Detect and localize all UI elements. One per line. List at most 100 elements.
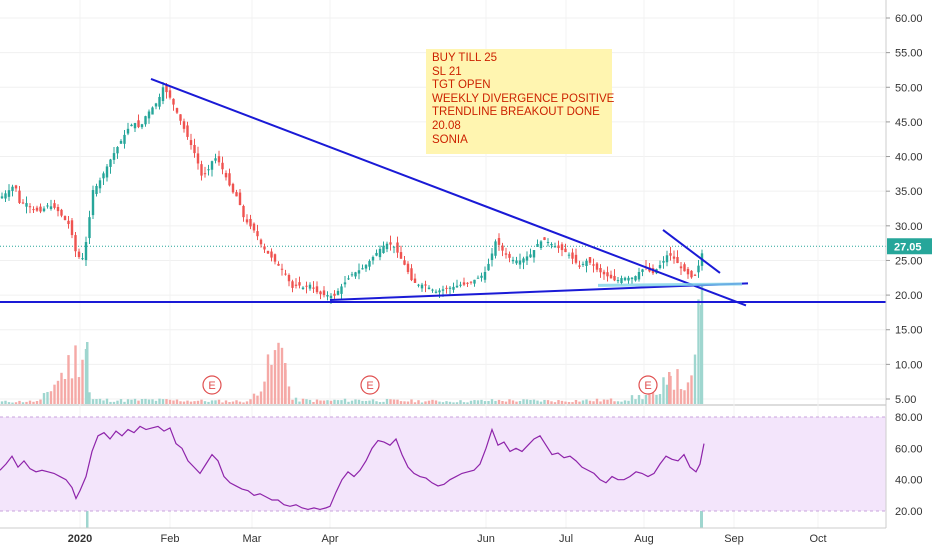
candle-body xyxy=(333,293,336,296)
volume-bar xyxy=(63,379,67,404)
candle-body xyxy=(207,169,210,171)
volume-bar xyxy=(364,400,368,404)
candle-body xyxy=(543,237,546,240)
volume-bar xyxy=(361,400,364,404)
earnings-label: E xyxy=(208,380,215,392)
candle-body xyxy=(70,220,74,236)
volume-bar xyxy=(536,400,539,404)
volume-bar xyxy=(441,402,445,404)
volume-bar xyxy=(490,399,494,404)
candle-body xyxy=(599,267,602,273)
volume-bar xyxy=(305,399,308,404)
volume-bar xyxy=(4,400,7,404)
candle-body xyxy=(595,263,599,270)
volume-bar xyxy=(396,399,399,404)
volume-bar xyxy=(273,350,277,404)
volume-bar xyxy=(424,401,427,404)
candle-body xyxy=(35,207,39,211)
volume-bar xyxy=(473,400,476,404)
volume-bar xyxy=(14,402,18,404)
candle-body xyxy=(571,252,574,259)
note-line: BUY TILL 25 xyxy=(432,52,497,64)
volume-bar xyxy=(319,400,322,404)
candle-body xyxy=(67,220,70,225)
candle-body xyxy=(560,244,564,251)
note-line: SL 21 xyxy=(432,65,462,78)
candle-body xyxy=(11,186,14,191)
candle-body xyxy=(672,256,676,259)
candle-body xyxy=(585,260,588,266)
candle-body xyxy=(77,251,81,257)
candle-body xyxy=(417,284,420,286)
candle-body xyxy=(249,218,252,227)
volume-bar xyxy=(567,401,571,404)
volume-bar xyxy=(529,399,532,404)
volume-bar xyxy=(543,399,546,404)
candle-body xyxy=(42,208,46,212)
volume-bar xyxy=(375,401,378,404)
candle-body xyxy=(329,295,333,299)
candle-body xyxy=(427,287,431,289)
candle-body xyxy=(165,85,168,93)
candle-body xyxy=(375,252,378,256)
candle-body xyxy=(32,209,35,211)
volume-bar xyxy=(95,399,98,404)
volume-bar xyxy=(501,400,504,404)
candle-body xyxy=(497,238,501,245)
candle-body xyxy=(294,284,298,286)
candle-body xyxy=(578,265,581,267)
volume-bar xyxy=(627,400,630,404)
volume-bar xyxy=(434,400,438,404)
earnings-marker xyxy=(202,375,222,395)
candle-body xyxy=(501,245,504,251)
volume-bar xyxy=(238,401,242,404)
earnings-label: E xyxy=(366,380,373,392)
volume-bar xyxy=(252,393,256,404)
candle-body xyxy=(217,156,221,163)
rsi-tick-label: 80.00 xyxy=(895,412,923,424)
volume-bar xyxy=(326,400,329,404)
volume-bar xyxy=(168,399,172,404)
candle-body xyxy=(154,103,158,107)
candle-body xyxy=(553,246,557,248)
candle-body xyxy=(98,180,102,189)
volume-bar xyxy=(371,399,375,404)
candle-body xyxy=(123,134,126,144)
volume-bar xyxy=(599,401,602,404)
price-candles xyxy=(0,82,704,304)
volume-bar xyxy=(49,391,53,404)
volume-bar xyxy=(620,401,623,404)
rsi-tick-label: 40.00 xyxy=(895,475,923,487)
time-tick-label: 2020 xyxy=(68,533,92,545)
volume-bar xyxy=(571,402,574,404)
candle-body xyxy=(270,251,273,258)
candle-body xyxy=(74,235,77,252)
volume-bar xyxy=(39,399,42,404)
volume-bars xyxy=(0,284,704,528)
falling-trendline xyxy=(150,78,747,307)
volume-bar xyxy=(525,399,529,404)
volume-bar xyxy=(399,401,403,404)
volume-bar xyxy=(123,401,126,404)
time-tick-label: Sep xyxy=(724,533,744,545)
candle-body xyxy=(161,87,165,102)
volume-bar xyxy=(86,342,89,404)
candle-body xyxy=(53,203,56,208)
volume-bar xyxy=(102,400,105,404)
candle-body xyxy=(308,284,312,289)
volume-bar xyxy=(648,394,651,404)
note-line: TRENDLINE BREAKOUT DONE xyxy=(432,106,600,119)
candle-body xyxy=(245,219,249,223)
candle-body xyxy=(588,257,592,263)
volume-bar xyxy=(112,401,116,404)
volume-bar xyxy=(74,345,77,404)
candle-body xyxy=(697,265,700,273)
volume-bar xyxy=(637,395,641,404)
candle-body xyxy=(557,245,560,249)
candle-body xyxy=(235,192,238,197)
volume-bar xyxy=(406,401,410,404)
volume-bar xyxy=(207,401,210,404)
candle-body xyxy=(273,254,277,262)
candle-body xyxy=(277,263,280,266)
